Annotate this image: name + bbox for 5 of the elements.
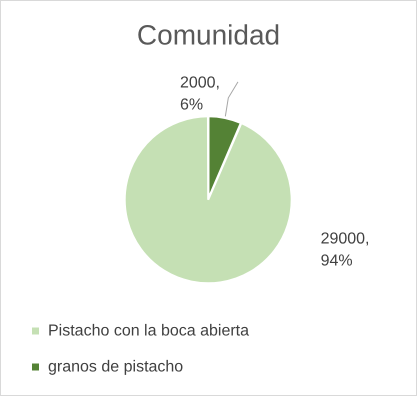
data-label: 29000, 94% — [320, 230, 370, 270]
legend-label: Pistacho con la boca abierta — [48, 322, 250, 340]
chart-title: Comunidad — [136, 20, 280, 51]
data-label: 2000, 6% — [180, 74, 220, 114]
legend-label: granos de pistacho — [48, 358, 184, 376]
